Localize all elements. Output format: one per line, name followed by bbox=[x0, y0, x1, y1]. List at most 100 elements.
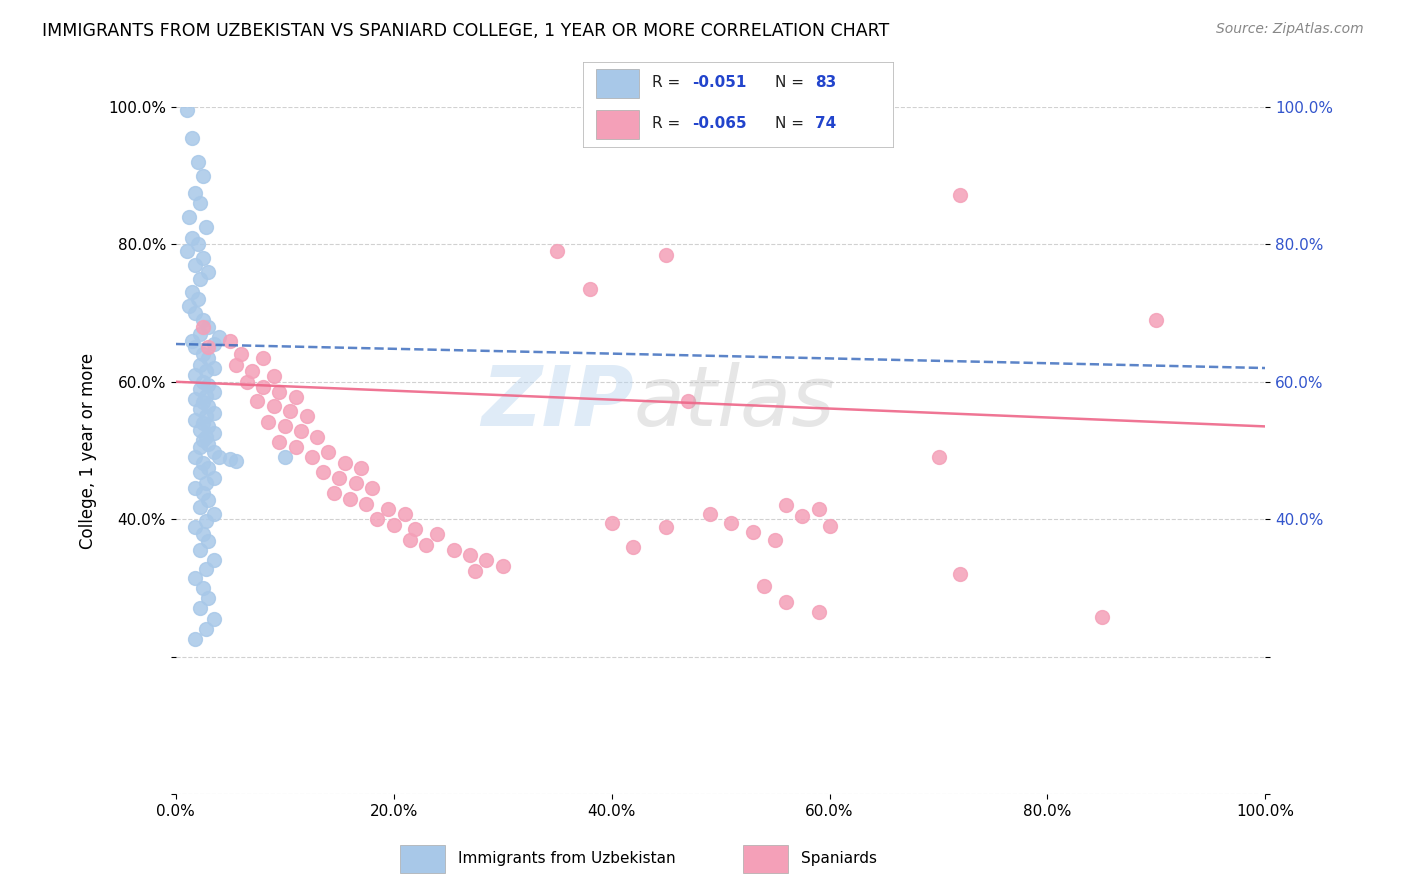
Point bbox=[579, 282, 602, 296]
Point bbox=[197, 265, 219, 279]
Point bbox=[191, 375, 214, 389]
Point bbox=[197, 319, 219, 334]
Point bbox=[208, 450, 231, 465]
Point bbox=[257, 415, 280, 429]
Point bbox=[188, 466, 211, 480]
Point bbox=[426, 527, 449, 541]
Point bbox=[399, 533, 422, 547]
Point bbox=[195, 514, 218, 528]
Point bbox=[322, 486, 344, 500]
Point bbox=[246, 394, 269, 409]
Point bbox=[186, 293, 209, 307]
Point bbox=[195, 561, 218, 575]
Point bbox=[191, 416, 214, 430]
Point bbox=[252, 351, 274, 365]
Point bbox=[184, 392, 207, 406]
Point bbox=[382, 517, 405, 532]
Text: N =: N = bbox=[775, 116, 808, 131]
Point bbox=[197, 419, 219, 434]
Point bbox=[269, 435, 291, 450]
Point bbox=[225, 358, 247, 372]
Point bbox=[202, 406, 225, 420]
Point bbox=[1091, 609, 1114, 624]
Point bbox=[195, 388, 218, 402]
Point bbox=[188, 423, 211, 437]
Point bbox=[184, 632, 207, 647]
Point bbox=[360, 481, 382, 495]
Point bbox=[181, 131, 204, 145]
Point bbox=[274, 419, 297, 434]
Point bbox=[191, 395, 214, 409]
Point bbox=[394, 507, 416, 521]
Point bbox=[655, 520, 678, 534]
Point bbox=[492, 558, 515, 573]
Point bbox=[188, 358, 211, 372]
Point bbox=[184, 570, 207, 584]
Point bbox=[188, 440, 211, 454]
Point bbox=[191, 433, 214, 447]
Point bbox=[202, 471, 225, 485]
Point bbox=[188, 271, 211, 285]
Point bbox=[263, 369, 285, 384]
Point bbox=[202, 385, 225, 400]
Point bbox=[184, 368, 207, 382]
Point bbox=[235, 375, 257, 389]
Point bbox=[775, 594, 797, 608]
Point bbox=[191, 581, 214, 595]
Point bbox=[188, 500, 211, 514]
Y-axis label: College, 1 year or more: College, 1 year or more bbox=[79, 352, 97, 549]
Point bbox=[676, 394, 699, 409]
Point bbox=[278, 403, 301, 417]
Point bbox=[191, 456, 214, 470]
Point bbox=[818, 519, 841, 533]
Point bbox=[197, 378, 219, 392]
Point bbox=[184, 258, 207, 272]
Point bbox=[197, 534, 219, 549]
Point bbox=[356, 497, 378, 511]
Point bbox=[188, 326, 211, 341]
Point bbox=[188, 196, 211, 211]
Point bbox=[405, 523, 427, 537]
Point bbox=[197, 436, 219, 450]
Point bbox=[197, 340, 219, 354]
FancyBboxPatch shape bbox=[401, 845, 446, 872]
Point bbox=[202, 361, 225, 376]
Point bbox=[377, 501, 399, 516]
Point bbox=[184, 450, 207, 465]
Text: 74: 74 bbox=[815, 116, 837, 131]
Point bbox=[458, 548, 481, 562]
Point bbox=[333, 456, 356, 470]
Point bbox=[176, 244, 198, 259]
FancyBboxPatch shape bbox=[596, 110, 640, 139]
Point bbox=[301, 450, 323, 465]
Point bbox=[720, 516, 742, 530]
Text: IMMIGRANTS FROM UZBEKISTAN VS SPANIARD COLLEGE, 1 YEAR OR MORE CORRELATION CHART: IMMIGRANTS FROM UZBEKISTAN VS SPANIARD C… bbox=[42, 22, 890, 40]
Point bbox=[269, 385, 291, 400]
Point bbox=[600, 516, 623, 530]
Point bbox=[339, 491, 361, 506]
Text: R =: R = bbox=[651, 116, 685, 131]
Point bbox=[197, 399, 219, 413]
Text: 83: 83 bbox=[815, 75, 837, 90]
Point bbox=[188, 382, 211, 396]
Point bbox=[284, 440, 307, 454]
Point bbox=[191, 486, 214, 500]
Point bbox=[284, 390, 307, 404]
Point bbox=[184, 481, 207, 495]
Point bbox=[197, 492, 219, 507]
Point bbox=[184, 340, 207, 354]
Point bbox=[176, 103, 198, 118]
Text: Spaniards: Spaniards bbox=[801, 851, 877, 866]
Point bbox=[295, 409, 318, 423]
Text: Immigrants from Uzbekistan: Immigrants from Uzbekistan bbox=[458, 851, 676, 866]
Point bbox=[186, 237, 209, 252]
Point bbox=[546, 244, 568, 259]
Point bbox=[195, 409, 218, 423]
Point bbox=[240, 364, 263, 378]
Point bbox=[231, 347, 253, 361]
Point bbox=[177, 210, 200, 224]
Point bbox=[621, 540, 644, 554]
Text: Source: ZipAtlas.com: Source: ZipAtlas.com bbox=[1216, 22, 1364, 37]
Point bbox=[252, 380, 274, 394]
Point bbox=[742, 524, 765, 539]
